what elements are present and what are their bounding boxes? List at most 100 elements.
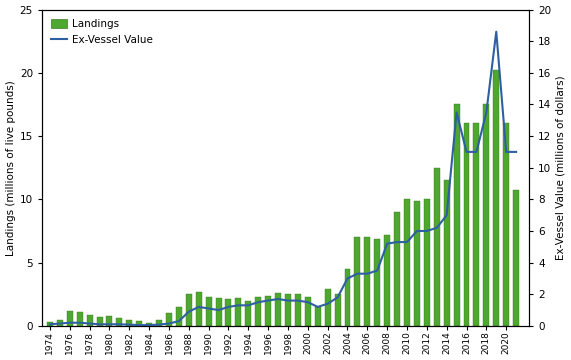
Ex-Vessel Value — [284, 298, 291, 303]
Bar — [513, 190, 519, 326]
Ex-Vessel Value — [116, 322, 123, 327]
Ex-Vessel Value — [433, 226, 440, 230]
Bar — [424, 199, 430, 326]
Bar — [464, 123, 469, 326]
Bar — [434, 168, 440, 326]
Ex-Vessel Value — [334, 295, 341, 300]
Ex-Vessel Value — [205, 306, 212, 311]
Ex-Vessel Value — [225, 305, 232, 309]
Ex-Vessel Value — [255, 300, 262, 304]
Ex-Vessel Value — [324, 302, 331, 306]
Ex-Vessel Value — [493, 30, 500, 34]
Bar — [503, 123, 509, 326]
Bar — [176, 307, 182, 326]
Bar — [285, 294, 291, 326]
Y-axis label: Ex-Vessel Value (millions of dollars): Ex-Vessel Value (millions of dollars) — [556, 75, 565, 260]
Bar — [473, 123, 480, 326]
Ex-Vessel Value — [175, 319, 182, 323]
Bar — [484, 104, 489, 326]
Y-axis label: Landings (millions of live pounds): Landings (millions of live pounds) — [6, 80, 15, 256]
Bar — [206, 297, 212, 326]
Ex-Vessel Value — [106, 322, 113, 327]
Ex-Vessel Value — [413, 229, 420, 233]
Bar — [295, 294, 301, 326]
Bar — [493, 70, 499, 326]
Ex-Vessel Value — [344, 276, 351, 280]
Bar — [364, 237, 371, 326]
Ex-Vessel Value — [96, 322, 103, 327]
Ex-Vessel Value — [166, 321, 172, 326]
Ex-Vessel Value — [136, 323, 143, 327]
Bar — [325, 289, 331, 326]
Ex-Vessel Value — [304, 300, 311, 304]
Bar — [453, 104, 460, 326]
Bar — [235, 298, 242, 326]
Bar — [96, 317, 103, 326]
Ex-Vessel Value — [295, 298, 301, 303]
Bar — [106, 316, 112, 326]
Bar — [335, 294, 340, 326]
Bar — [87, 315, 93, 326]
Ex-Vessel Value — [275, 297, 282, 301]
Bar — [255, 297, 261, 326]
Bar — [265, 296, 271, 326]
Ex-Vessel Value — [77, 320, 83, 325]
Bar — [196, 292, 202, 326]
Ex-Vessel Value — [483, 110, 490, 114]
Ex-Vessel Value — [424, 229, 431, 233]
Ex-Vessel Value — [215, 308, 222, 312]
Bar — [246, 301, 251, 326]
Bar — [344, 269, 351, 326]
Legend: Landings, Ex-Vessel Value: Landings, Ex-Vessel Value — [47, 15, 157, 49]
Ex-Vessel Value — [66, 320, 73, 325]
Ex-Vessel Value — [374, 268, 381, 273]
Ex-Vessel Value — [126, 323, 132, 327]
Ex-Vessel Value — [463, 150, 470, 154]
Bar — [384, 235, 390, 326]
Bar — [275, 293, 281, 326]
Ex-Vessel Value — [404, 240, 411, 244]
Bar — [136, 321, 142, 326]
Ex-Vessel Value — [513, 150, 520, 154]
Ex-Vessel Value — [57, 321, 63, 326]
Ex-Vessel Value — [473, 150, 480, 154]
Bar — [216, 298, 222, 326]
Bar — [444, 180, 449, 326]
Bar — [77, 312, 83, 326]
Bar — [414, 201, 420, 326]
Bar — [156, 320, 162, 326]
Ex-Vessel Value — [265, 298, 272, 303]
Bar — [226, 299, 231, 326]
Bar — [374, 239, 380, 326]
Ex-Vessel Value — [354, 271, 361, 276]
Bar — [146, 323, 152, 326]
Bar — [116, 318, 122, 326]
Ex-Vessel Value — [186, 310, 192, 314]
Bar — [404, 199, 410, 326]
Bar — [355, 237, 360, 326]
Ex-Vessel Value — [245, 303, 252, 307]
Bar — [394, 212, 400, 326]
Bar — [57, 320, 63, 326]
Ex-Vessel Value — [86, 321, 93, 326]
Ex-Vessel Value — [235, 303, 242, 307]
Ex-Vessel Value — [364, 271, 371, 276]
Line: Ex-Vessel Value: Ex-Vessel Value — [50, 32, 516, 325]
Bar — [166, 313, 172, 326]
Ex-Vessel Value — [146, 323, 152, 327]
Ex-Vessel Value — [443, 213, 450, 217]
Bar — [186, 294, 192, 326]
Ex-Vessel Value — [195, 305, 202, 309]
Bar — [126, 320, 132, 326]
Ex-Vessel Value — [314, 305, 321, 309]
Ex-Vessel Value — [453, 110, 460, 114]
Ex-Vessel Value — [46, 322, 53, 327]
Bar — [305, 297, 311, 326]
Ex-Vessel Value — [384, 242, 391, 246]
Ex-Vessel Value — [502, 150, 509, 154]
Bar — [67, 311, 73, 326]
Bar — [315, 307, 321, 326]
Bar — [47, 322, 53, 326]
Ex-Vessel Value — [156, 323, 163, 327]
Ex-Vessel Value — [393, 240, 400, 244]
